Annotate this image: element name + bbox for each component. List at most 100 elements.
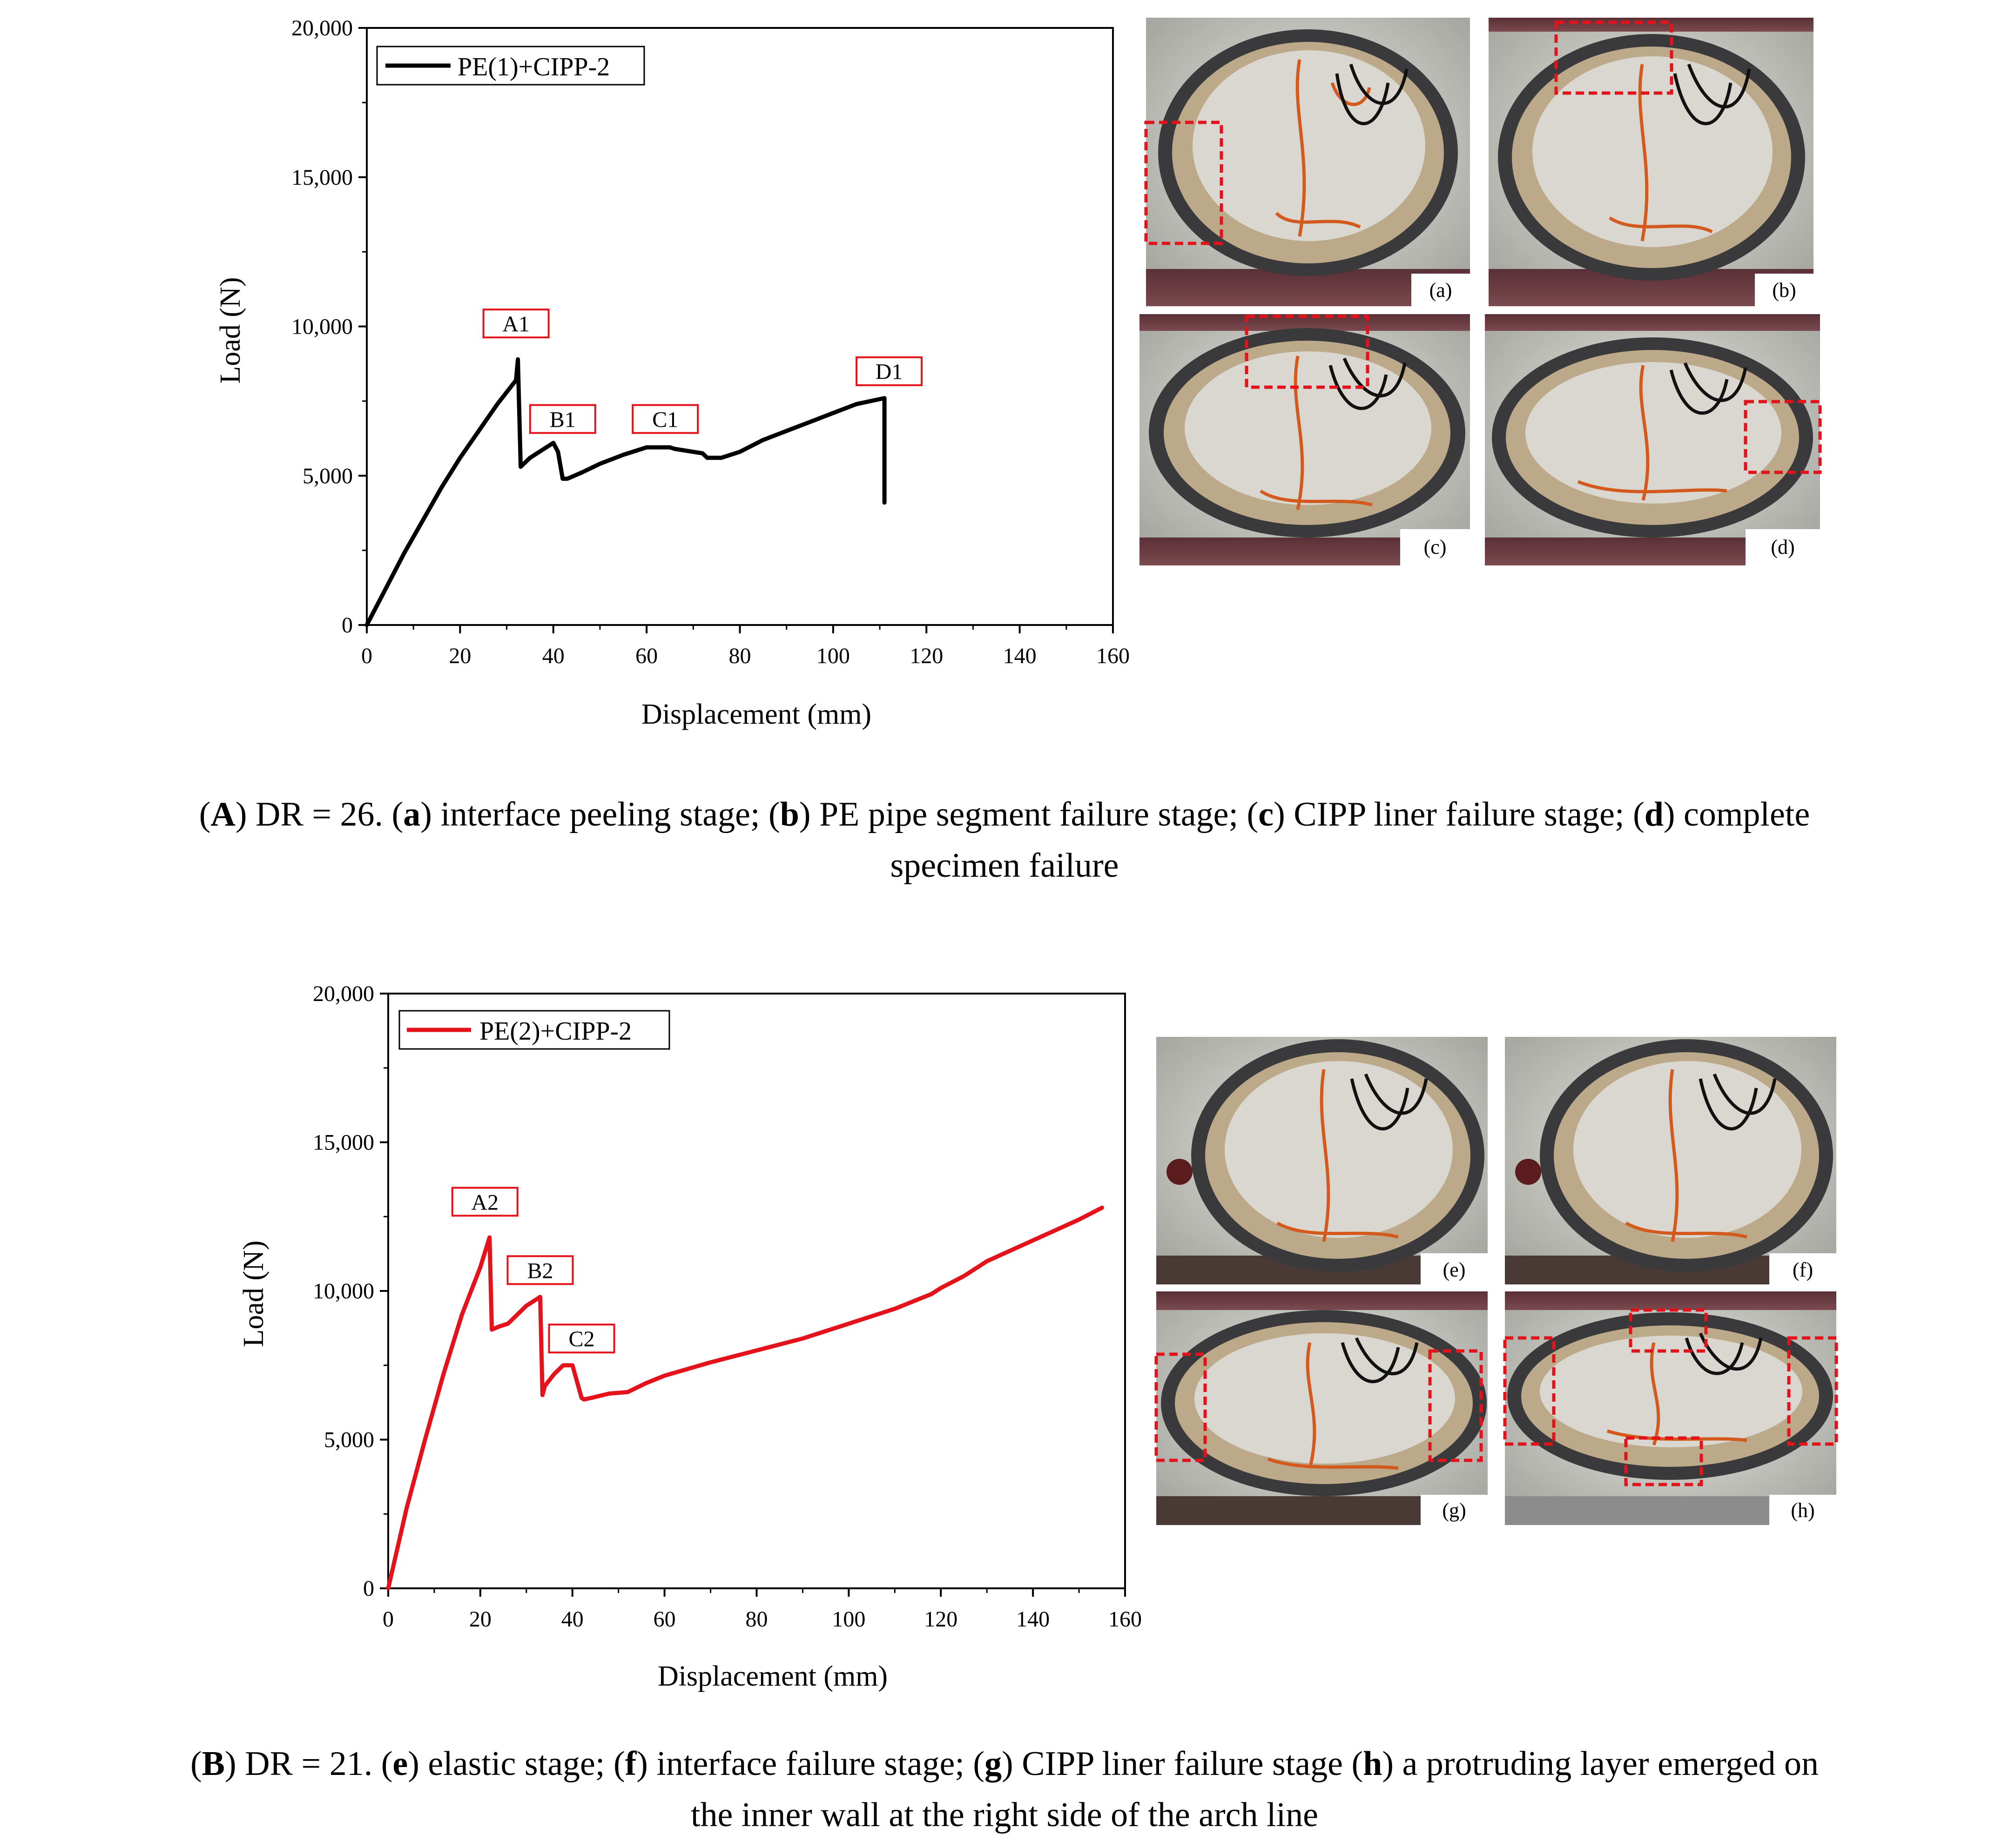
failure-highlight-box <box>1787 1336 1838 1446</box>
annotation-label: A2 <box>471 1190 499 1215</box>
failure-highlight-box <box>1629 1308 1708 1353</box>
caption-a-text-2: ) DR = 26. ( <box>235 795 404 833</box>
caption-a: (A) DR = 26. (a) interface peeling stage… <box>0 789 2009 891</box>
caption-b-text-3: ) elastic stage; ( <box>408 1745 625 1783</box>
caption-b-bold-2: e <box>392 1745 408 1783</box>
pipe-inner <box>1225 1061 1453 1238</box>
chart-a-annotations: A1 B1 C1 D1 <box>482 309 923 434</box>
caption-b-text-4: ) interface failure stage; ( <box>636 1745 985 1783</box>
x-tick-label: 60 <box>654 1607 676 1632</box>
caption-a-line-2: specimen failure <box>890 847 1119 885</box>
chart-b-annotations: A2 B2 C2 <box>451 1187 615 1354</box>
x-tick-label: 120 <box>910 644 943 668</box>
series-line <box>386 1205 1104 1591</box>
x-tick-label: 40 <box>561 1607 584 1632</box>
x-tick-label: 80 <box>746 1607 768 1632</box>
photo-label-box <box>1400 529 1470 565</box>
annotation-label: B2 <box>527 1258 553 1283</box>
x-tick-label: 0 <box>383 1607 394 1632</box>
black-cables <box>1350 1073 1428 1131</box>
photo-label-box <box>1769 1253 1836 1284</box>
x-tick-label: 160 <box>1108 1607 1142 1632</box>
annotation-box <box>548 1324 615 1354</box>
tripod-device <box>1166 1159 1193 1185</box>
failure-highlight-box <box>1245 315 1369 389</box>
chart-b-axis-ticks: 0 20 40 60 80 100 120 140 160 0 5,000 10,000 15,000 2… <box>313 981 1142 1632</box>
y-tick-label: 15,000 <box>313 1130 374 1155</box>
chart-a-x-axis-title: Displacement (mm) <box>641 699 871 730</box>
pipe-inner <box>1540 1336 1802 1447</box>
caption-b-text-5: ) CIPP liner failure stage ( <box>1002 1745 1363 1783</box>
photo-label: (b) <box>1772 279 1796 302</box>
black-cables <box>1673 63 1751 126</box>
annotation-label: C1 <box>652 407 678 432</box>
chart-a-plot-frame <box>366 27 1114 626</box>
x-tick-label: 60 <box>635 644 658 668</box>
caption-b-text-1: ( <box>190 1745 202 1783</box>
photo-h: (h) <box>1503 1291 1838 1525</box>
caption-a-text-6: ) complete <box>1663 795 1810 833</box>
photo-label-box <box>1755 274 1813 306</box>
photo-shelf <box>1505 1291 1836 1310</box>
x-tick-label: 140 <box>1016 1607 1050 1632</box>
caption-a-bold-5: d <box>1644 795 1664 833</box>
black-cables <box>1685 1332 1763 1375</box>
tripod-device <box>1515 1159 1541 1185</box>
series-line <box>364 357 887 627</box>
caption-a-text-5: ) CIPP liner failure stage; ( <box>1274 795 1645 833</box>
caption-b-text-2: ) DR = 21. ( <box>225 1745 393 1783</box>
photo-c: (c) <box>1139 314 1470 565</box>
caption-b-bold-1: B <box>202 1745 225 1783</box>
x-tick-label: 100 <box>816 644 850 668</box>
annotation-label: C2 <box>569 1327 595 1351</box>
x-tick-label: 120 <box>924 1607 957 1632</box>
caption-a-text-1: ( <box>199 795 211 833</box>
y-tick-label: 5,000 <box>303 464 353 488</box>
caption-b-line-1: (B) DR = 21. (e) elastic stage; (f) inte… <box>0 1738 2009 1789</box>
photo-label-box <box>1746 529 1820 565</box>
pipe-inner <box>1573 1061 1801 1238</box>
chart-b-legend: PE(2)+CIPP-2 <box>398 1010 670 1050</box>
pipe-inner <box>1525 362 1781 504</box>
photo-d: (d) <box>1485 314 1822 565</box>
sensor-wires <box>1267 1342 1399 1470</box>
sensor-wires <box>1609 64 1713 242</box>
load-displacement-chart-dr26: 0 20 40 60 80 100 120 140 160 0 5,000 10,000 15,000 2… <box>215 16 1130 730</box>
chart-a-legend-label: PE(1)+CIPP-2 <box>458 53 610 81</box>
photo-e: (e) <box>1156 1037 1488 1284</box>
photo-b: (b) <box>1489 18 1813 306</box>
y-tick-label: 10,000 <box>313 1279 374 1304</box>
caption-b-bold-3: f <box>625 1745 637 1783</box>
x-tick-label: 100 <box>832 1607 865 1632</box>
photo-shelf <box>1489 18 1813 32</box>
photo-label-box <box>1421 1253 1488 1284</box>
black-cables <box>1341 1337 1419 1384</box>
failure-highlight-box <box>1624 1436 1703 1486</box>
annotation-box <box>529 404 596 434</box>
annotation-box <box>506 1255 574 1285</box>
chart-a-series <box>364 357 887 627</box>
y-tick-label: 0 <box>363 1576 374 1601</box>
sensor-wires <box>1577 365 1727 501</box>
pipe-inner <box>1194 1333 1455 1464</box>
sensor-wires <box>1625 1069 1747 1242</box>
caption-a-bold-3: b <box>780 795 799 833</box>
chart-a-y-axis-title: Load (N) <box>215 277 246 384</box>
photo-label: (d) <box>1771 536 1794 558</box>
caption-a-bold-2: a <box>403 795 421 833</box>
y-tick-label: 5,000 <box>324 1428 374 1452</box>
pipe-inner <box>1193 50 1425 241</box>
x-tick-label: 20 <box>449 644 471 668</box>
black-cables <box>1699 1073 1777 1131</box>
annotation-box <box>856 356 923 386</box>
chart-a-legend: PE(1)+CIPP-2 <box>376 46 645 86</box>
caption-a-bold-1: A <box>210 795 236 833</box>
caption-b-text-6: ) a protruding layer emerged on <box>1382 1745 1819 1783</box>
x-tick-label: 80 <box>729 644 751 668</box>
chart-a-axis-ticks: 0 20 40 60 80 100 120 140 160 0 5,000 10,000 15,000 2… <box>291 16 1130 668</box>
y-tick-label: 15,000 <box>291 165 353 190</box>
photo-shelf <box>1156 1291 1488 1310</box>
y-tick-label: 20,000 <box>291 16 353 40</box>
photo-label: (g) <box>1442 1499 1466 1522</box>
